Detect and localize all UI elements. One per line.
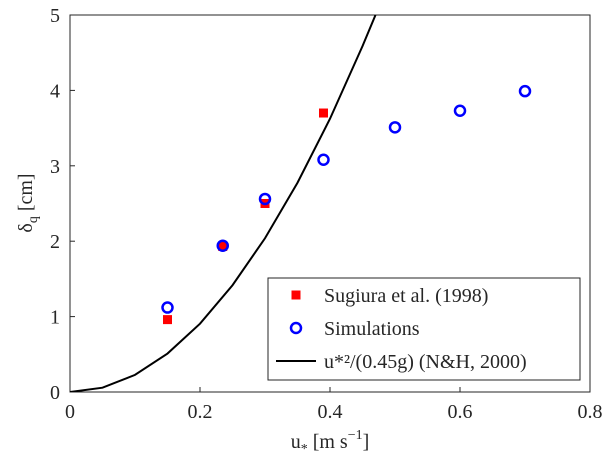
y-tick-label: 5 bbox=[50, 5, 60, 27]
y-tick-label: 4 bbox=[50, 80, 60, 102]
circle-marker bbox=[317, 153, 330, 167]
y-tick-label: 3 bbox=[50, 156, 60, 178]
y-tick-label: 1 bbox=[50, 307, 60, 329]
x-tick-label: 0.2 bbox=[188, 401, 213, 423]
square-marker bbox=[218, 241, 228, 251]
circle-marker bbox=[518, 84, 532, 98]
legend-label: Sugiura et al. (1998) bbox=[324, 285, 488, 307]
circle-marker bbox=[289, 321, 303, 335]
x-tick-label: 0 bbox=[65, 401, 75, 423]
circle-marker bbox=[161, 301, 174, 314]
legend-label: Simulations bbox=[324, 318, 420, 340]
legend-label: u*²/(0.45g) (N&H, 2000) bbox=[324, 351, 527, 373]
x-tick-label: 0.4 bbox=[318, 401, 343, 423]
circle-marker bbox=[388, 121, 402, 134]
square-marker bbox=[163, 315, 172, 325]
circle-marker bbox=[216, 239, 229, 252]
y-tick-label: 0 bbox=[50, 382, 60, 404]
square-marker bbox=[319, 108, 328, 118]
square-marker bbox=[291, 290, 301, 300]
x-axis-label: u* [m s−1] bbox=[291, 428, 370, 457]
circle-marker bbox=[453, 104, 467, 118]
circle-marker bbox=[258, 192, 272, 206]
curve bbox=[70, 15, 377, 392]
x-tick-label: 0.8 bbox=[578, 401, 603, 423]
y-axis-label: δq [cm] bbox=[15, 173, 41, 232]
y-tick-label: 2 bbox=[50, 231, 60, 253]
x-tick-label: 0.6 bbox=[448, 401, 473, 423]
legend-box bbox=[267, 277, 581, 381]
